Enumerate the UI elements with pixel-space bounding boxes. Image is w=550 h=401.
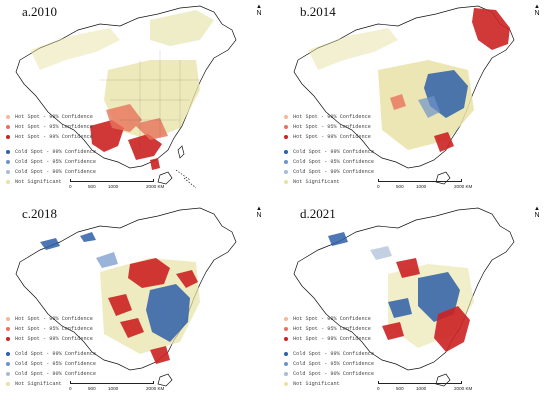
north-arrow: ▲ N (530, 206, 544, 219)
legend-item-hot99: Hot Spot - 99% Confidence (284, 334, 444, 344)
north-arrow-icon: ▲ (534, 4, 540, 10)
north-label: N (534, 212, 540, 219)
legend: Hot Spot - 90% Confidence Hot Spot - 95%… (6, 314, 166, 389)
legend-item-cold95: Cold Spot - 95% Confidence (284, 157, 444, 167)
panel-title: b.2014 (300, 4, 336, 19)
north-label: N (256, 212, 262, 219)
legend: Hot Spot - 90% Confidence Hot Spot - 95%… (284, 112, 444, 187)
legend-item-hot95: Hot Spot - 95% Confidence (284, 122, 444, 132)
panel-title: a.2010 (22, 4, 58, 19)
legend-item-cold90: Cold Spot - 90% Confidence (284, 369, 444, 379)
legend-item-hot90: Hot Spot - 90% Confidence (6, 112, 166, 122)
legend-item-cold99: Cold Spot - 99% Confidence (6, 147, 166, 157)
map-2014 (293, 5, 515, 185)
map-panel-2021: d.2021 ▲ N Hot Spot - 90% Confidence Hot… (278, 202, 550, 399)
map-2010 (15, 5, 237, 189)
legend-item-hot90: Hot Spot - 90% Confidence (284, 314, 444, 324)
scale-bar: 0 500 1000 2000 KM (69, 377, 166, 395)
north-arrow: ▲ N (252, 206, 266, 219)
legend-item-hot95: Hot Spot - 95% Confidence (6, 122, 166, 132)
legend-item-cold95: Cold Spot - 95% Confidence (284, 359, 444, 369)
legend-item-notsig: Not Significant (284, 379, 444, 389)
legend-item-cold95: Cold Spot - 95% Confidence (6, 157, 166, 167)
legend-item-cold90: Cold Spot - 90% Confidence (6, 167, 166, 177)
legend: Hot Spot - 90% Confidence Hot Spot - 95%… (284, 314, 444, 389)
north-arrow-icon: ▲ (256, 206, 262, 212)
legend-item-notsig: Not Significant (6, 177, 166, 187)
map-panel-2018: c.2018 ▲ N Hot Spot - 90% Confidence Hot… (0, 202, 272, 399)
legend-item-hot99: Hot Spot - 99% Confidence (284, 132, 444, 142)
legend-item-hot99: Hot Spot - 99% Confidence (6, 334, 166, 344)
scale-bar: 0 500 1000 2000 KM (377, 377, 474, 395)
north-label: N (256, 10, 262, 17)
map-2018 (15, 207, 237, 387)
north-arrow-icon: ▲ (534, 206, 540, 212)
map-panel-2010: a.2010 ▲ N Hot Spot - 90% Confidence Hot… (0, 0, 272, 197)
legend-item-hot90: Hot Spot - 90% Confidence (284, 112, 444, 122)
legend-item-cold95: Cold Spot - 95% Confidence (6, 359, 166, 369)
legend-item-notsig: Not Significant (6, 379, 166, 389)
legend-item-cold90: Cold Spot - 90% Confidence (284, 167, 444, 177)
map-panel-2014: b.2014 ▲ N Hot Spot - 90% Confidence Hot… (278, 0, 550, 197)
north-arrow-icon: ▲ (256, 4, 262, 10)
map-2021 (293, 207, 515, 387)
scale-bar: 0 500 1000 2000 KM (377, 175, 474, 193)
legend-item-hot99: Hot Spot - 99% Confidence (6, 132, 166, 142)
legend-item-hot95: Hot Spot - 95% Confidence (6, 324, 166, 334)
north-arrow: ▲ N (530, 4, 544, 17)
scale-bar: 0 500 1000 2000 KM (69, 175, 166, 193)
panel-title: d.2021 (300, 206, 336, 221)
legend-item-cold99: Cold Spot - 99% Confidence (6, 349, 166, 359)
legend-item-hot95: Hot Spot - 95% Confidence (284, 324, 444, 334)
legend-item-cold99: Cold Spot - 99% Confidence (284, 349, 444, 359)
north-arrow: ▲ N (252, 4, 266, 17)
legend-item-cold90: Cold Spot - 90% Confidence (6, 369, 166, 379)
panel-title: c.2018 (22, 206, 58, 221)
legend: Hot Spot - 90% Confidence Hot Spot - 95%… (6, 112, 166, 187)
legend-item-hot90: Hot Spot - 90% Confidence (6, 314, 166, 324)
legend-item-notsig: Not Significant (284, 177, 444, 187)
legend-item-cold99: Cold Spot - 99% Confidence (284, 147, 444, 157)
north-label: N (534, 10, 540, 17)
